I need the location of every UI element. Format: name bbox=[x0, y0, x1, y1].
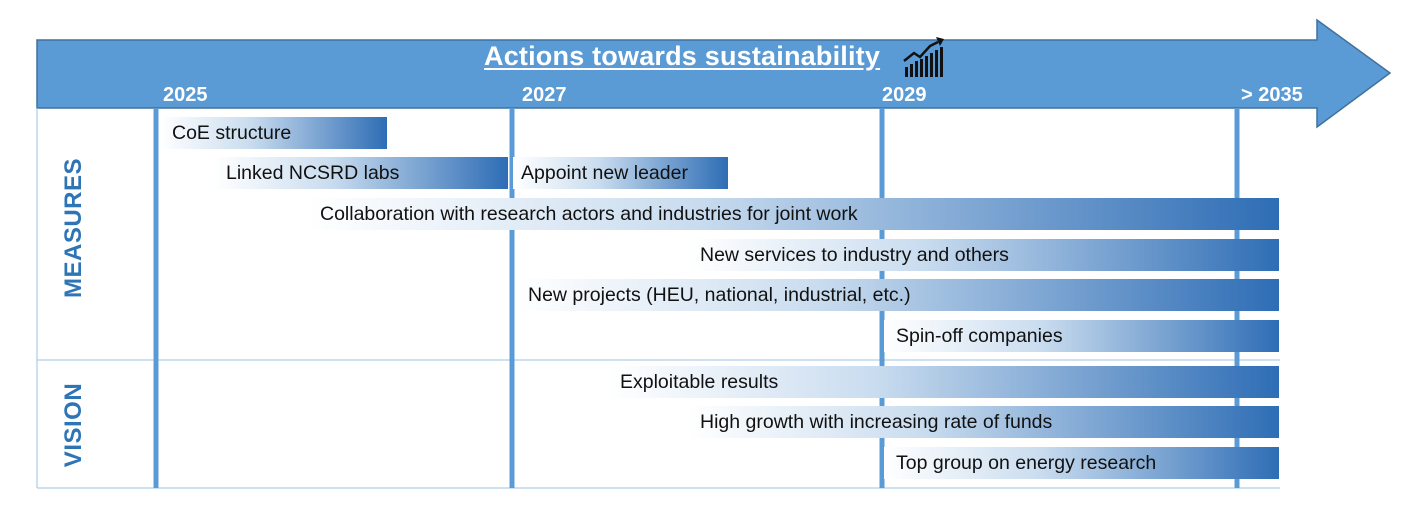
vision-bar: Top group on energy research bbox=[884, 447, 1279, 479]
measure-bar: Spin-off companies bbox=[884, 320, 1279, 352]
bar-label: Collaboration with research actors and i… bbox=[320, 202, 858, 225]
bar-label: Exploitable results bbox=[620, 370, 779, 393]
timeline-arrow bbox=[36, 18, 1392, 129]
year-label: 2029 bbox=[882, 84, 927, 106]
bar-label: Top group on energy research bbox=[896, 451, 1157, 474]
bar-label: Appoint new leader bbox=[521, 161, 688, 184]
growth-chart-icon bbox=[903, 37, 944, 77]
measure-bar: Appoint new leader bbox=[513, 157, 728, 189]
diagram-title: Actions towards sustainability bbox=[484, 41, 881, 71]
measure-bar: Linked NCSRD labs bbox=[214, 157, 508, 189]
year-label: 2027 bbox=[522, 84, 567, 106]
measure-bar: New projects (HEU, national, industrial,… bbox=[516, 279, 1279, 311]
measure-bar: Collaboration with research actors and i… bbox=[308, 198, 1279, 230]
bar-label: New projects (HEU, national, industrial,… bbox=[528, 283, 911, 306]
year-label: 2025 bbox=[163, 84, 208, 106]
measure-bar: New services to industry and others bbox=[688, 239, 1279, 271]
vision-row-header: VISION bbox=[60, 382, 87, 468]
bar-label: CoE structure bbox=[172, 121, 292, 144]
vision-bar: High growth with increasing rate of fund… bbox=[688, 406, 1279, 438]
measure-bar: CoE structure bbox=[160, 117, 387, 149]
bar-label: High growth with increasing rate of fund… bbox=[700, 410, 1053, 433]
year-label: > 2035 bbox=[1241, 84, 1303, 106]
bar-label: Linked NCSRD labs bbox=[226, 161, 400, 184]
measures-row-header: MEASURES bbox=[60, 157, 87, 298]
bar-label: New services to industry and others bbox=[700, 243, 1009, 266]
bar-label: Spin-off companies bbox=[896, 324, 1063, 347]
vision-bar: Exploitable results bbox=[608, 366, 1279, 398]
